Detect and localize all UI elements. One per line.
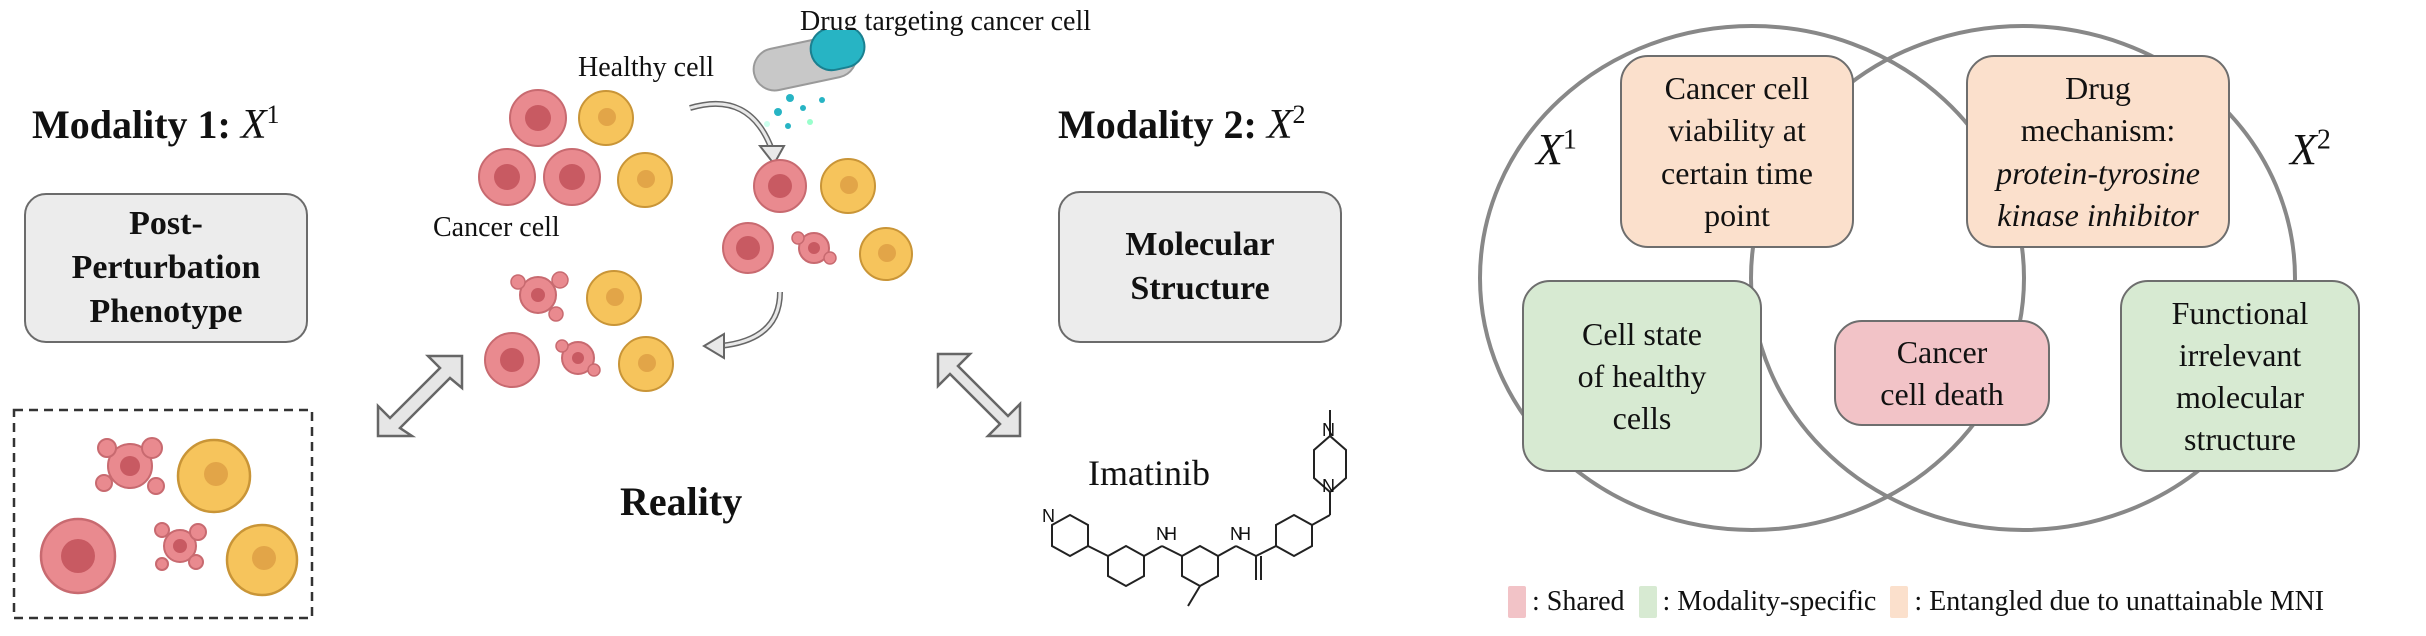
healthy-cell-label: Healthy cell — [578, 52, 715, 83]
dying-cell-cluster — [484, 270, 674, 392]
legend-swatch-specific — [1638, 586, 1657, 618]
modality1-title: Modality 1: X1 — [32, 100, 280, 148]
venn-circle-x1 — [1478, 24, 2026, 532]
venn-label-x1: X1 — [1536, 124, 1577, 174]
modality2-variable: X2 — [1266, 100, 1306, 148]
arrow-head-icon — [757, 145, 786, 166]
atom-label: N — [1230, 524, 1243, 544]
venn-circle-x2 — [1749, 24, 2297, 532]
molecule-name: Imatinib — [1088, 453, 1210, 493]
fragmented-cancer-cell — [154, 522, 207, 571]
cancer-cell — [39, 517, 117, 595]
legend: : Shared : Modality-specific : Entangled… — [1508, 586, 2338, 618]
functional-structure-box: Functional irrelevant molecular structur… — [2120, 280, 2360, 472]
atom-label: H — [1238, 524, 1251, 544]
arrow-head-icon — [702, 332, 725, 360]
double-arrow-icon — [376, 354, 464, 438]
imatinib-structure: N N H N H N N — [1042, 410, 1347, 607]
atom-label: N — [1322, 420, 1335, 440]
fragmented-cancer-cell — [95, 437, 165, 495]
legend-specific: : Modality-specific — [1662, 586, 1877, 617]
double-arrow-icon — [936, 352, 1022, 438]
cancer-cell-label: Cancer cell — [433, 212, 560, 243]
reality-illustration — [478, 30, 913, 392]
healthy-cell-cluster — [578, 90, 673, 208]
venn-diagram — [1478, 24, 2297, 532]
reality-label: Reality — [620, 479, 743, 524]
legend-swatch-entangled — [1890, 586, 1909, 618]
drug-capsule-icon — [752, 30, 866, 129]
cell-state-box: Cell state of healthy cells — [1522, 280, 1762, 472]
cancer-death-box: Cancer cell death — [1834, 320, 2050, 426]
molecular-structure-box: Molecular Structure — [1058, 191, 1342, 343]
cancer-cell-cluster — [478, 89, 601, 206]
treated-cell-cluster — [722, 158, 913, 281]
healthy-cell — [176, 438, 252, 514]
modality2-title: Modality 2: X2 — [1058, 100, 1306, 148]
phenotype-image-panel — [12, 408, 314, 620]
legend-swatch-shared — [1508, 586, 1526, 618]
healthy-cell — [225, 523, 299, 597]
viability-box: Cancer cell viability at certain time po… — [1620, 55, 1854, 248]
venn-label-x2: X2 — [2290, 124, 2331, 174]
phenotype-box: Post- Perturbation Phenotype — [24, 193, 308, 343]
atom-label: H — [1164, 524, 1177, 544]
modality1-variable: X1 — [240, 100, 280, 148]
drug-mechanism-box: Drug mechanism: protein-tyrosine kinase … — [1966, 55, 2230, 248]
legend-entangled: : Entangled due to unattainable MNI — [1914, 586, 2325, 617]
atom-label: N — [1156, 524, 1169, 544]
atom-label: N — [1322, 476, 1335, 496]
atom-label: N — [1042, 506, 1055, 526]
legend-shared: : Shared — [1532, 586, 1625, 617]
